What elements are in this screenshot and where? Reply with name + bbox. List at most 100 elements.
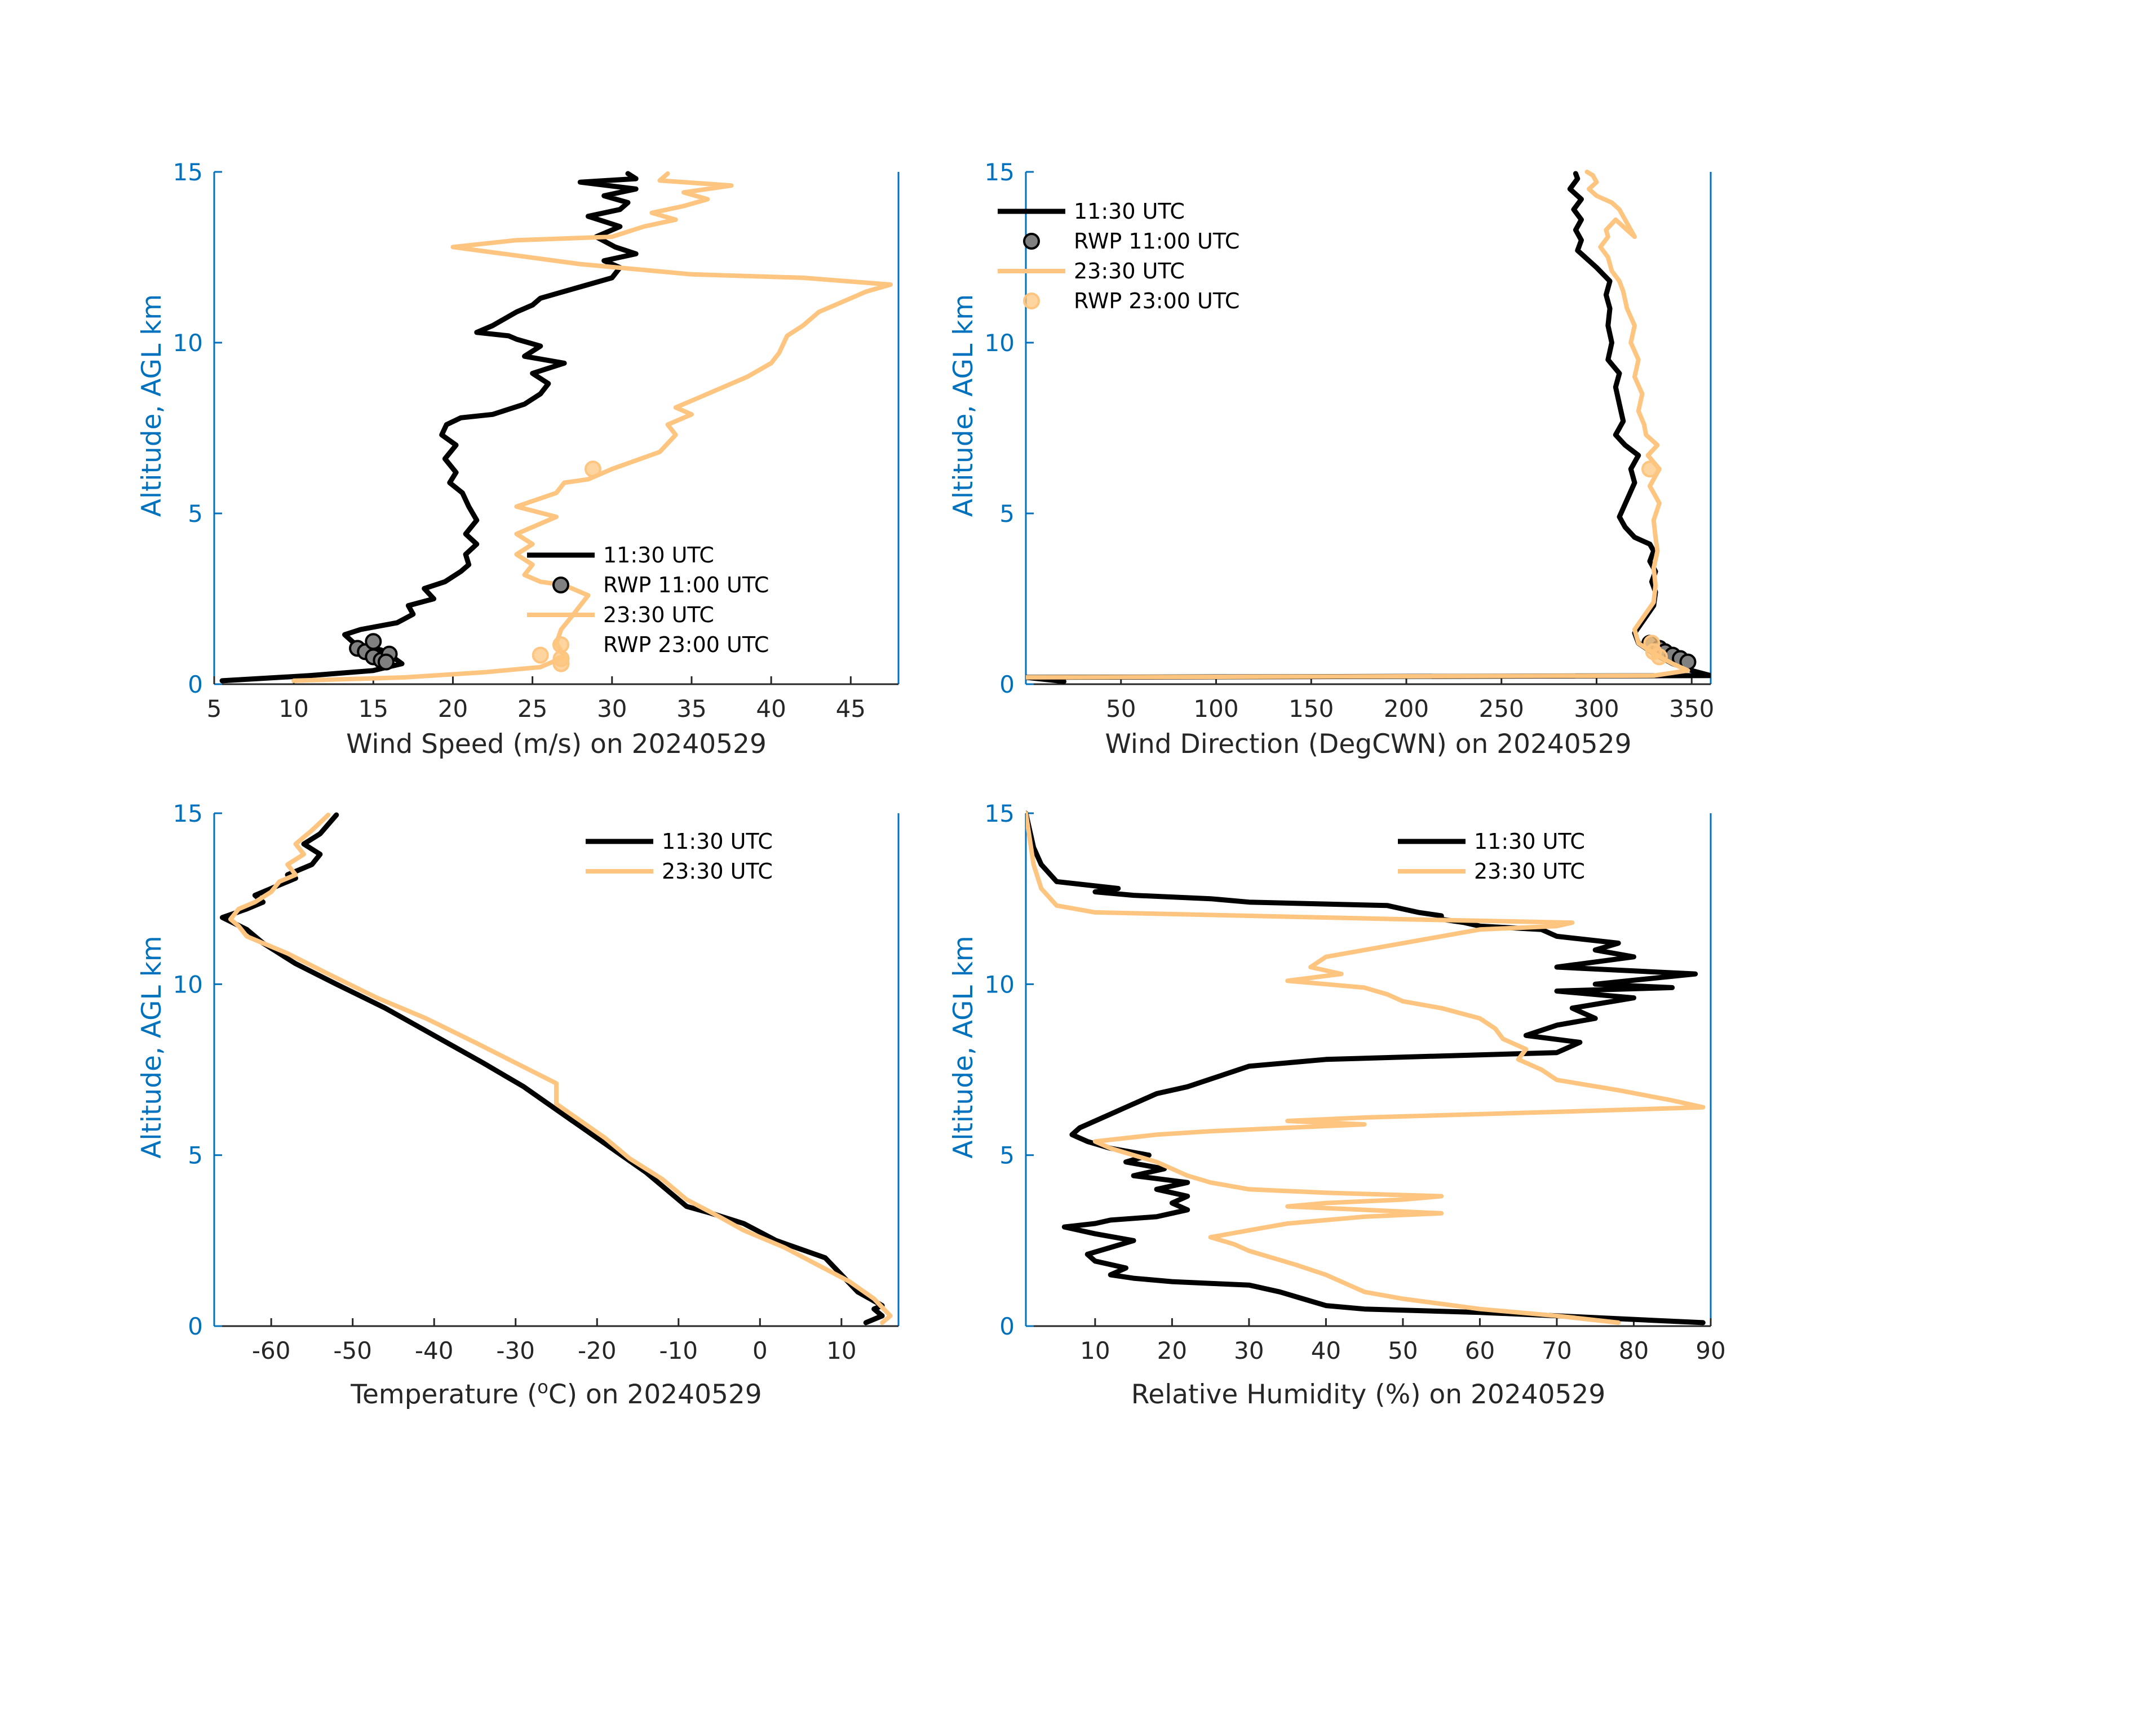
y-tick-label: 0 xyxy=(188,1313,203,1340)
series-line-23-30-utc xyxy=(1026,170,1690,680)
x-tick-label: 150 xyxy=(1289,695,1334,723)
x-tick-label: 25 xyxy=(517,695,547,723)
y-axis-label: Altitude, AGL km xyxy=(948,936,979,1158)
y-tick-label: 0 xyxy=(188,671,203,698)
y-axis-label: Altitude, AGL km xyxy=(136,936,167,1158)
x-tick-label: 200 xyxy=(1384,695,1429,723)
legend-label: RWP 23:00 UTC xyxy=(603,632,769,657)
series-line-11-30-utc xyxy=(219,171,639,684)
legend-entry: RWP 11:00 UTC xyxy=(552,573,769,597)
legend-entry: 11:30 UTC xyxy=(998,199,1185,224)
x-tick-label: -10 xyxy=(659,1337,698,1364)
x-tick-label: -40 xyxy=(415,1337,454,1364)
legend-entry: 11:30 UTC xyxy=(586,829,773,854)
data-point-rwp-11-00-utc xyxy=(365,633,382,650)
x-tick-label: 80 xyxy=(1619,1337,1649,1364)
series-line-23-30-utc xyxy=(228,813,893,1325)
legend: 11:30 UTC 23:30 UTC xyxy=(586,829,773,884)
x-tick-label: 30 xyxy=(1234,1337,1264,1364)
x-tick-label: 20 xyxy=(438,695,468,723)
x-tick-label: 20 xyxy=(1157,1337,1187,1364)
legend: 11:30 UTC RWP 11:00 UTC 23:30 UTC RWP 23:00… xyxy=(998,199,1239,313)
legend-label: 23:30 UTC xyxy=(603,602,714,627)
x-tick-label: 0 xyxy=(752,1337,768,1364)
x-tick-label: 300 xyxy=(1574,695,1619,723)
legend-label: 23:30 UTC xyxy=(1474,859,1585,884)
x-tick-label: 350 xyxy=(1669,695,1714,723)
legend-label: RWP 23:00 UTC xyxy=(1074,289,1239,313)
legend-entry: 23:30 UTC xyxy=(998,259,1185,283)
legend-entry: RWP 23:00 UTC xyxy=(1023,289,1239,313)
y-axis-label: Altitude, AGL km xyxy=(948,294,979,517)
y-tick-label: 5 xyxy=(999,1142,1015,1169)
y-tick-label: 10 xyxy=(985,970,1015,998)
x-tick-label: 40 xyxy=(1311,1337,1341,1364)
legend-label: 11:30 UTC xyxy=(1074,199,1185,224)
x-tick-label: 10 xyxy=(826,1337,856,1364)
legend-marker-rwp-23-00-utc xyxy=(1023,292,1040,309)
x-tick-label: 35 xyxy=(676,695,706,723)
legend-label: 23:30 UTC xyxy=(1074,259,1185,283)
y-tick-label: 5 xyxy=(188,500,203,528)
y-tick-label: 10 xyxy=(173,970,203,998)
x-tick-label: 40 xyxy=(756,695,786,723)
y-tick-label: 0 xyxy=(999,671,1015,698)
plot-area xyxy=(219,171,893,684)
legend-entry: 11:30 UTC xyxy=(527,543,714,568)
legend: 11:30 UTC RWP 11:00 UTC 23:30 UTC RWP 23:00… xyxy=(527,543,769,657)
data-point-rwp-11-00-utc xyxy=(377,653,395,671)
data-point-rwp-23-00-utc xyxy=(532,646,549,664)
x-tick-label: 70 xyxy=(1542,1337,1571,1364)
legend-entry: 11:30 UTC xyxy=(1398,829,1585,854)
temperature-panel: 0 5 10 15 -60 -50 -40 -30 -20 -10 0 10 Temperature (… xyxy=(136,800,900,1410)
x-tick-label: 50 xyxy=(1106,695,1136,723)
series-line-23-30-utc xyxy=(291,171,893,683)
series-line-23-30-utc xyxy=(1026,811,1706,1325)
wind-direction-panel: 0 5 10 15 50 100 150 200 250 300 350 Wind Direction… xyxy=(948,158,1714,760)
data-point-rwp-23-00-utc xyxy=(1650,648,1668,666)
y-tick-label: 15 xyxy=(985,800,1015,827)
x-tick-label: 10 xyxy=(1080,1337,1110,1364)
legend-entry: RWP 23:00 UTC xyxy=(552,632,769,657)
legend-label: RWP 11:00 UTC xyxy=(603,573,769,597)
x-tick-label: 250 xyxy=(1479,695,1524,723)
x-axis-label: Wind Speed (m/s) on 20240529 xyxy=(346,729,767,760)
legend-label: RWP 11:00 UTC xyxy=(1074,229,1239,254)
x-tick-label: -20 xyxy=(578,1337,617,1364)
x-tick-label: 50 xyxy=(1388,1337,1418,1364)
x-tick-label: 60 xyxy=(1465,1337,1495,1364)
x-tick-label: 15 xyxy=(358,695,388,723)
x-axis-label: Temperature (oC) on 20240529 xyxy=(350,1376,762,1410)
legend-marker-rwp-11-00-utc xyxy=(552,577,569,593)
y-tick-label: 10 xyxy=(173,329,203,357)
plot-area xyxy=(220,812,893,1326)
legend-marker-rwp-11-00-utc xyxy=(1023,233,1040,250)
x-tick-label: 30 xyxy=(597,695,627,723)
x-tick-label: 90 xyxy=(1695,1337,1725,1364)
series-line-11-30-utc xyxy=(220,812,885,1326)
x-tick-label: 5 xyxy=(207,695,222,723)
x-axis-label: Wind Direction (DegCWN) on 20240529 xyxy=(1105,729,1631,760)
y-tick-label: 15 xyxy=(173,158,203,186)
y-tick-label: 5 xyxy=(188,1142,203,1169)
x-tick-label: -50 xyxy=(333,1337,372,1364)
y-tick-label: 10 xyxy=(985,329,1015,357)
x-tick-label: 45 xyxy=(836,695,866,723)
plot-area xyxy=(1026,170,1711,684)
legend-entry: RWP 11:00 UTC xyxy=(1023,229,1239,254)
y-axis-label: Altitude, AGL km xyxy=(136,294,167,517)
legend-label: 23:30 UTC xyxy=(662,859,773,884)
legend: 11:30 UTC 23:30 UTC xyxy=(1398,829,1585,884)
legend-label: 11:30 UTC xyxy=(603,543,714,568)
legend-marker-rwp-23-00-utc xyxy=(552,636,569,653)
y-tick-label: 5 xyxy=(999,500,1015,528)
x-tick-label: 10 xyxy=(278,695,308,723)
legend-entry: 23:30 UTC xyxy=(586,859,773,884)
data-point-rwp-23-00-utc xyxy=(584,460,601,478)
data-point-rwp-23-00-utc xyxy=(552,650,570,667)
y-tick-label: 15 xyxy=(173,800,203,827)
data-point-rwp-23-00-utc xyxy=(1641,460,1658,478)
legend-entry: 23:30 UTC xyxy=(1398,859,1585,884)
